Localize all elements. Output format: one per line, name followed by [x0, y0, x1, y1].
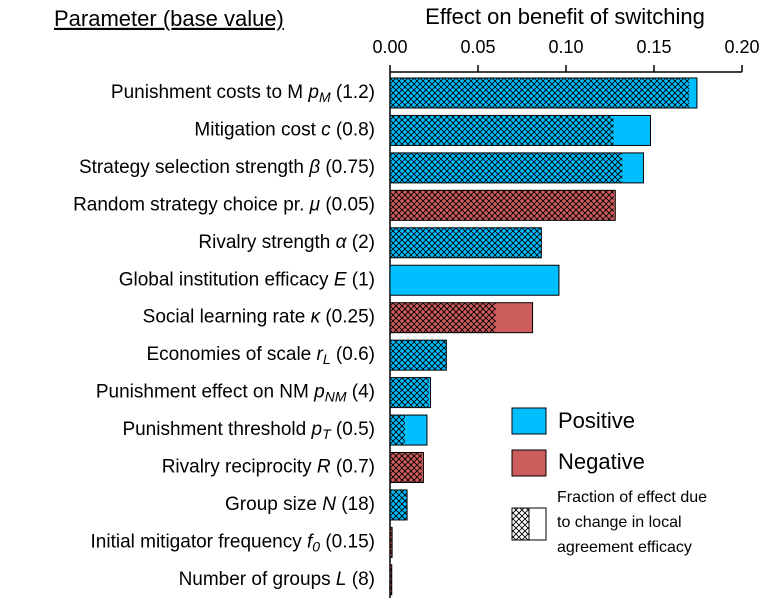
bar-local-fraction: [390, 415, 405, 446]
y-tick-label: Strategy selection strength β (0.75): [79, 157, 375, 178]
bar-local-fraction: [390, 452, 422, 483]
y-tick-label: Rivalry strength α (2): [198, 232, 375, 253]
x-tick-label: 0.20: [724, 37, 759, 57]
bar-local-fraction: [390, 190, 614, 221]
label-base: (0.15): [320, 531, 375, 552]
bar: [389, 264, 560, 296]
label-symbol: p: [313, 382, 325, 403]
chart-title: Effect on benefit of switching: [425, 4, 705, 29]
label-text: Random strategy choice pr.: [73, 194, 310, 215]
y-tick-label: Social learning rate κ (0.25): [143, 307, 375, 328]
label-base: (18): [336, 494, 375, 515]
label-text: Group size: [225, 494, 322, 515]
y-tick-label: Punishment effect on NM pNM (4): [96, 382, 375, 405]
label-text: Strategy selection strength: [79, 157, 309, 178]
label-symbol: R: [317, 457, 331, 478]
bar-local-fraction: [390, 152, 623, 183]
legend-swatch: [511, 407, 547, 435]
label-base: (0.75): [320, 157, 375, 178]
y-tick-label: Mitigation cost c (0.8): [194, 119, 375, 140]
legend-label: Negative: [558, 449, 645, 474]
x-tick-label: 0.15: [636, 37, 671, 57]
x-tick-label: 0.10: [548, 37, 583, 57]
label-symbol: μ: [309, 194, 321, 215]
label-symbol: β: [308, 157, 320, 178]
label-base: (4): [347, 382, 376, 403]
label-base: (0.8): [331, 119, 375, 140]
bar-local-fraction: [390, 377, 429, 408]
bar-local-fraction: [390, 302, 496, 333]
label-subscript: 0: [312, 538, 320, 554]
y-tick-label: Punishment threshold pT (0.5): [122, 419, 375, 442]
x-tick-label: 0.05: [460, 37, 495, 57]
label-text: Social learning rate: [143, 307, 311, 328]
label-base: (1.2): [331, 82, 375, 103]
label-symbol: N: [322, 494, 336, 515]
y-tick-label: Economies of scale rL (0.6): [146, 344, 375, 367]
bar-local-fraction: [390, 78, 690, 108]
y-tick-label: Number of groups L (8): [179, 569, 375, 590]
legend-note: to change in local: [557, 514, 682, 531]
label-symbol: p: [311, 419, 323, 440]
label-base: (0.25): [320, 307, 375, 328]
y-tick-label: Punishment costs to M pM (1.2): [111, 82, 375, 105]
x-tick-label: 0.00: [372, 37, 407, 57]
label-text: Initial mitigator frequency: [91, 531, 308, 552]
label-base: (2): [347, 232, 376, 253]
label-base: (0.6): [331, 344, 375, 365]
label-text: Rivalry strength: [198, 232, 335, 253]
label-text: Economies of scale: [146, 344, 316, 365]
bar-local-fraction: [390, 227, 542, 258]
label-text: Punishment effect on NM: [96, 382, 314, 403]
label-text: Number of groups: [179, 569, 336, 590]
label-symbol: c: [321, 119, 331, 140]
label-symbol: L: [336, 569, 347, 590]
label-text: Rivalry reciprocity: [162, 457, 317, 478]
bar-local-fraction: [390, 115, 614, 146]
legend-label: Positive: [558, 408, 635, 433]
y-tick-label: Rivalry reciprocity R (0.7): [162, 457, 375, 478]
label-text: Global institution efficacy: [119, 269, 334, 290]
y-tick-label: Initial mitigator frequency f0 (0.15): [91, 531, 376, 554]
y-tick-label: Global institution efficacy E (1): [119, 269, 375, 290]
label-base: (0.7): [331, 457, 375, 478]
legend-note: agreement efficacy: [557, 539, 692, 556]
label-base: (0.05): [320, 194, 375, 215]
label-symbol: r: [317, 344, 324, 365]
label-symbol: f: [307, 531, 314, 552]
y-tick-label: Group size N (18): [225, 494, 375, 515]
label-text: Punishment threshold: [122, 419, 311, 440]
label-subscript: NM: [325, 388, 347, 404]
label-symbol: E: [334, 269, 347, 290]
bar-local-fraction: [390, 489, 408, 520]
category-header: Parameter (base value): [54, 6, 284, 31]
legend-hatch: [512, 508, 529, 540]
bar-local-fraction: [390, 340, 447, 371]
label-subscript: L: [323, 351, 331, 367]
y-tick-label: Random strategy choice pr. μ (0.05): [73, 194, 375, 215]
label-subscript: M: [319, 89, 331, 105]
label-text: Mitigation cost: [194, 119, 321, 140]
legend: Positive Negative Fraction of effect due…: [511, 407, 707, 556]
label-symbol: κ: [311, 307, 322, 328]
legend-note: Fraction of effect due: [557, 489, 707, 506]
bar-local-fraction: [390, 527, 393, 558]
label-subscript: T: [322, 426, 332, 442]
label-base: (0.5): [331, 419, 375, 440]
label-symbol: α: [336, 232, 348, 253]
label-base: (1): [347, 269, 376, 290]
label-base: (8): [347, 569, 376, 590]
bar-local-fraction: [390, 564, 392, 595]
legend-swatch: [511, 449, 547, 477]
label-symbol: p: [307, 82, 319, 103]
label-text: Punishment costs to M: [111, 82, 308, 103]
